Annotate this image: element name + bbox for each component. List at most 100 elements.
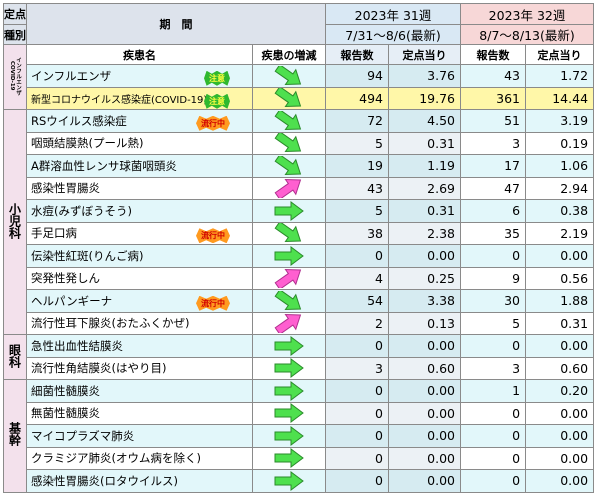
- disease-name: インフルエンザ: [31, 68, 112, 83]
- data-row: 無菌性髄膜炎 0 0.00 0 0.00: [3, 401, 595, 425]
- data-row: 感染性胃腸炎(ロタウイルス) 0 0.00 0 0.00: [3, 469, 595, 493]
- week-range: 8/7～8/13(最新): [460, 24, 595, 45]
- disease-name: 感染性胃腸炎: [31, 181, 100, 196]
- count-value: 47: [460, 176, 527, 200]
- count-header: 報告数: [325, 44, 389, 65]
- disease-cell: 流行性角結膜炎(はやり目): [26, 356, 253, 380]
- trend-cell: [252, 266, 326, 290]
- disease-name-wrap: クラミジア肺炎(オウム病を除く): [28, 450, 252, 466]
- per-value: 0.00: [387, 401, 462, 425]
- per-value: 0.00: [525, 446, 595, 470]
- trend-cell: [252, 289, 326, 313]
- trend-cell: [252, 446, 326, 470]
- trend-arrow-shape: [274, 245, 304, 266]
- disease-name: 手足口病: [31, 226, 77, 241]
- data-row: 新型コロナウイルス感染症(COVID-19) 注意 494 19.76 361 14.44: [3, 86, 595, 110]
- trend-arrow-shape: [274, 110, 302, 130]
- per-value: 0.60: [525, 356, 595, 380]
- count-value: 9: [460, 266, 527, 290]
- trend-arrow: [274, 110, 302, 130]
- count-value: 4: [325, 266, 389, 290]
- count-value: 5: [460, 311, 527, 335]
- disease-cell: 伝染性紅斑(りんご病): [26, 244, 253, 268]
- data-row: 突発性発しん 4 0.25 9 0.56: [3, 266, 595, 290]
- trend-arrow-shape: [274, 314, 302, 334]
- per-value: 0.31: [387, 131, 462, 155]
- data-row: 眼科 急性出血性結膜炎 0 0.00 0 0.00: [3, 334, 595, 380]
- disease-name: 細菌性髄膜炎: [31, 383, 100, 398]
- status-badge: 注意: [204, 93, 230, 109]
- trend-arrow-shape: [274, 425, 304, 446]
- count-value: 0: [460, 244, 527, 268]
- trend-cell: [252, 334, 326, 358]
- trend-cell: [252, 356, 326, 380]
- count-value: 0: [325, 424, 389, 448]
- disease-name: 伝染性紅斑(りんご病): [31, 248, 144, 263]
- trend-cell: [252, 221, 326, 245]
- disease-name-wrap: RSウイルス感染症 流行中: [28, 113, 252, 131]
- disease-name: RSウイルス感染症: [31, 113, 127, 128]
- per-value: 0.00: [387, 424, 462, 448]
- count-value: 43: [460, 64, 527, 88]
- count-value: 54: [325, 289, 389, 313]
- disease-cell: RSウイルス感染症 流行中: [26, 109, 253, 133]
- disease-name-wrap: 水痘(みずぼうそう): [28, 203, 252, 219]
- trend-arrow-shape: [274, 269, 302, 289]
- disease-name-wrap: 急性出血性結膜炎: [28, 338, 252, 354]
- per-value: 2.38: [387, 221, 462, 245]
- per-value: 0.60: [387, 356, 462, 380]
- trend-cell: [252, 199, 326, 223]
- per-header: 定点当り: [525, 44, 595, 65]
- group-label: 基幹: [3, 379, 27, 493]
- count-value: 0: [460, 469, 527, 493]
- per-value: 0.00: [387, 334, 462, 358]
- count-value: 43: [325, 176, 389, 200]
- disease-name: A群溶血性レンサ球菌咽頭炎: [31, 158, 177, 173]
- data-row: 流行性角結膜炎(はやり目) 3 0.60 3 0.60: [3, 356, 595, 380]
- disease-name: 水痘(みずぼうそう): [31, 203, 132, 218]
- table-body: 定点期 間 2023年 31週 2023年 32週 種別 7/31～8/6(最新) 8/7…: [3, 3, 595, 493]
- count-value: 494: [325, 86, 389, 110]
- trend-arrow-shape: [274, 380, 304, 401]
- disease-name-wrap: 咽頭結膜熱(プール熱): [28, 135, 252, 151]
- disease-name: 突発性発しん: [31, 271, 100, 286]
- group-label-text: 小児科: [7, 203, 24, 239]
- data-row: 水痘(みずぼうそう) 5 0.31 6 0.38: [3, 199, 595, 223]
- disease-name: 流行性角結膜炎(はやり目): [31, 361, 167, 376]
- trend-arrow-shape: [274, 335, 304, 356]
- trend-arrow: [274, 314, 302, 334]
- per-value: 1.72: [525, 64, 595, 88]
- trend-arrow-shape: [274, 87, 302, 108]
- per-value: 0.20: [525, 379, 595, 403]
- count-value: 0: [460, 446, 527, 470]
- per-value: 0.25: [387, 266, 462, 290]
- disease-name: クラミジア肺炎(オウム病を除く): [31, 451, 201, 466]
- trend-arrow: [274, 290, 302, 310]
- trend-cell: [252, 401, 326, 425]
- trend-arrow: [274, 155, 302, 175]
- period: 期 間: [26, 3, 326, 45]
- trend-cell: [252, 379, 326, 403]
- group-label: インフルエンザ COVID-19: [3, 44, 27, 110]
- disease-cell: 突発性発しん: [26, 266, 253, 290]
- trend-arrow: [274, 200, 304, 221]
- data-row: A群溶血性レンサ球菌咽頭炎 19 1.19 17 1.06: [3, 154, 595, 178]
- per-value: 1.19: [387, 154, 462, 178]
- count-value: 5: [325, 131, 389, 155]
- count-value: 3: [460, 356, 527, 380]
- per-value: 0.00: [387, 446, 462, 470]
- per-value: 19.76: [387, 86, 462, 110]
- count-value: 72: [325, 109, 389, 133]
- per-value: 3.76: [387, 64, 462, 88]
- count-value: 19: [325, 154, 389, 178]
- count-value: 30: [460, 289, 527, 313]
- trend-arrow: [274, 132, 302, 153]
- disease-cell: 手足口病 流行中: [26, 221, 253, 245]
- count-value: 0: [325, 244, 389, 268]
- trend-arrow: [274, 87, 302, 108]
- per-value: 2.19: [525, 221, 595, 245]
- trend-cell: [252, 244, 326, 268]
- disease-cell: 新型コロナウイルス感染症(COVID-19) 注意: [26, 86, 253, 110]
- count-value: 361: [460, 86, 527, 110]
- data-row: 咽頭結膜熱(プール熱) 5 0.31 3 0.19: [3, 131, 595, 155]
